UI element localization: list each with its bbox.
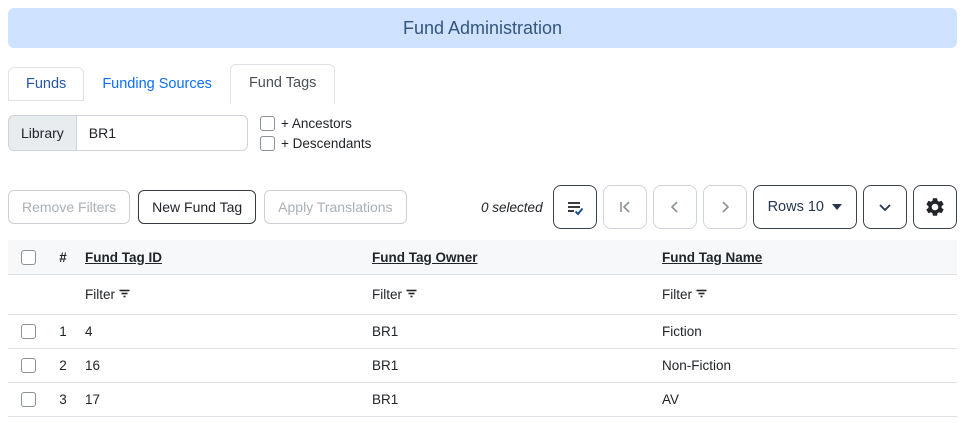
row-number: 2	[59, 358, 67, 373]
filter-control-fund-tag-owner[interactable]: Filter	[372, 287, 418, 302]
remove-filters-button[interactable]: Remove Filters	[8, 190, 131, 224]
tab-bar: Funds Funding Sources Fund Tags	[8, 64, 957, 108]
column-header-fund-tag-name[interactable]: Fund Tag Name	[662, 249, 763, 265]
cell-fund-tag-name: AV	[662, 392, 680, 407]
row-number: 3	[59, 392, 67, 407]
select-all-checkbox[interactable]	[20, 249, 36, 265]
page-title-banner: Fund Administration	[8, 8, 957, 48]
cell-fund-tag-id: 17	[85, 392, 101, 407]
filter-icon	[118, 289, 131, 299]
descendants-option[interactable]: + Descendants	[260, 135, 372, 151]
cell-fund-tag-name: Fiction	[662, 324, 702, 339]
grid-toolbar: Remove Filters New Fund Tag Apply Transl…	[8, 185, 957, 229]
table-row[interactable]: 2 16 BR1 Non-Fiction	[8, 349, 957, 383]
library-input[interactable]	[76, 115, 248, 151]
prev-page-button[interactable]	[652, 185, 697, 229]
rows-per-page-button[interactable]: Rows 10	[752, 185, 857, 229]
grid-settings-button[interactable]	[913, 185, 957, 229]
tab-funds[interactable]: Funds	[8, 67, 85, 101]
column-header-fund-tag-owner[interactable]: Fund Tag Owner	[372, 249, 478, 265]
fund-tags-grid: # Fund Tag ID Fund Tag Owner Fund Tag Na…	[8, 240, 957, 417]
gear-icon	[924, 196, 946, 218]
cell-fund-tag-id: 16	[85, 358, 101, 373]
library-input-group: Library	[8, 115, 248, 151]
tab-funding-sources[interactable]: Funding Sources	[102, 76, 212, 92]
ancestors-label: + Ancestors	[281, 115, 352, 131]
caret-down-icon	[832, 204, 842, 210]
library-label: Library	[8, 115, 77, 151]
descendants-label: + Descendants	[281, 135, 372, 151]
new-fund-tag-button[interactable]: New Fund Tag	[138, 190, 257, 224]
filter-icon	[405, 289, 418, 299]
row-select-checkbox[interactable]	[20, 392, 36, 407]
ancestors-option[interactable]: + Ancestors	[260, 115, 371, 131]
cell-fund-tag-owner: BR1	[372, 392, 399, 407]
chevron-left-icon	[666, 198, 684, 216]
ancestors-checkbox[interactable]	[260, 115, 275, 131]
table-row[interactable]: 3 17 BR1 AV	[8, 383, 957, 417]
row-number: 1	[59, 324, 67, 339]
apply-translations-button[interactable]: Apply Translations	[264, 190, 407, 224]
cell-fund-tag-name: Non-Fiction	[662, 358, 732, 373]
expand-toolbar-button[interactable]	[863, 185, 907, 229]
filter-label: Filter	[662, 287, 692, 302]
filter-label: Filter	[372, 287, 402, 302]
next-page-button[interactable]	[702, 185, 747, 229]
cell-fund-tag-owner: BR1	[372, 358, 399, 373]
list-check-icon	[564, 197, 585, 218]
row-number-header: #	[59, 249, 67, 265]
column-header-fund-tag-id[interactable]: Fund Tag ID	[85, 249, 162, 265]
cell-fund-tag-id: 4	[85, 324, 93, 339]
cell-fund-tag-owner: BR1	[372, 324, 399, 339]
row-select-checkbox[interactable]	[20, 324, 36, 339]
org-scope-checkboxes: + Ancestors + Descendants	[260, 115, 371, 151]
first-page-icon	[616, 198, 634, 216]
chevron-right-icon	[716, 198, 734, 216]
grid-header-row: # Fund Tag ID Fund Tag Owner Fund Tag Na…	[8, 240, 957, 275]
page-title: Fund Administration	[402, 17, 563, 38]
first-page-button[interactable]	[602, 185, 647, 229]
tab-fund-tags[interactable]: Fund Tags	[229, 64, 336, 104]
filter-control-fund-tag-name[interactable]: Filter	[662, 287, 708, 302]
grid-filter-row: Filter Filter	[8, 275, 957, 315]
library-filter-row: Library + Ancestors + Descendants	[8, 115, 957, 151]
rows-per-page-label: Rows 10	[767, 199, 824, 215]
filter-icon	[695, 289, 708, 299]
selected-count: 0 selected	[481, 199, 543, 215]
row-actions-button[interactable]	[552, 185, 597, 229]
row-select-checkbox[interactable]	[20, 358, 36, 373]
descendants-checkbox[interactable]	[260, 135, 275, 151]
filter-label: Filter	[85, 287, 115, 302]
table-row[interactable]: 1 4 BR1 Fiction	[8, 315, 957, 349]
chevron-down-icon	[875, 197, 895, 217]
filter-control-fund-tag-id[interactable]: Filter	[85, 287, 131, 302]
